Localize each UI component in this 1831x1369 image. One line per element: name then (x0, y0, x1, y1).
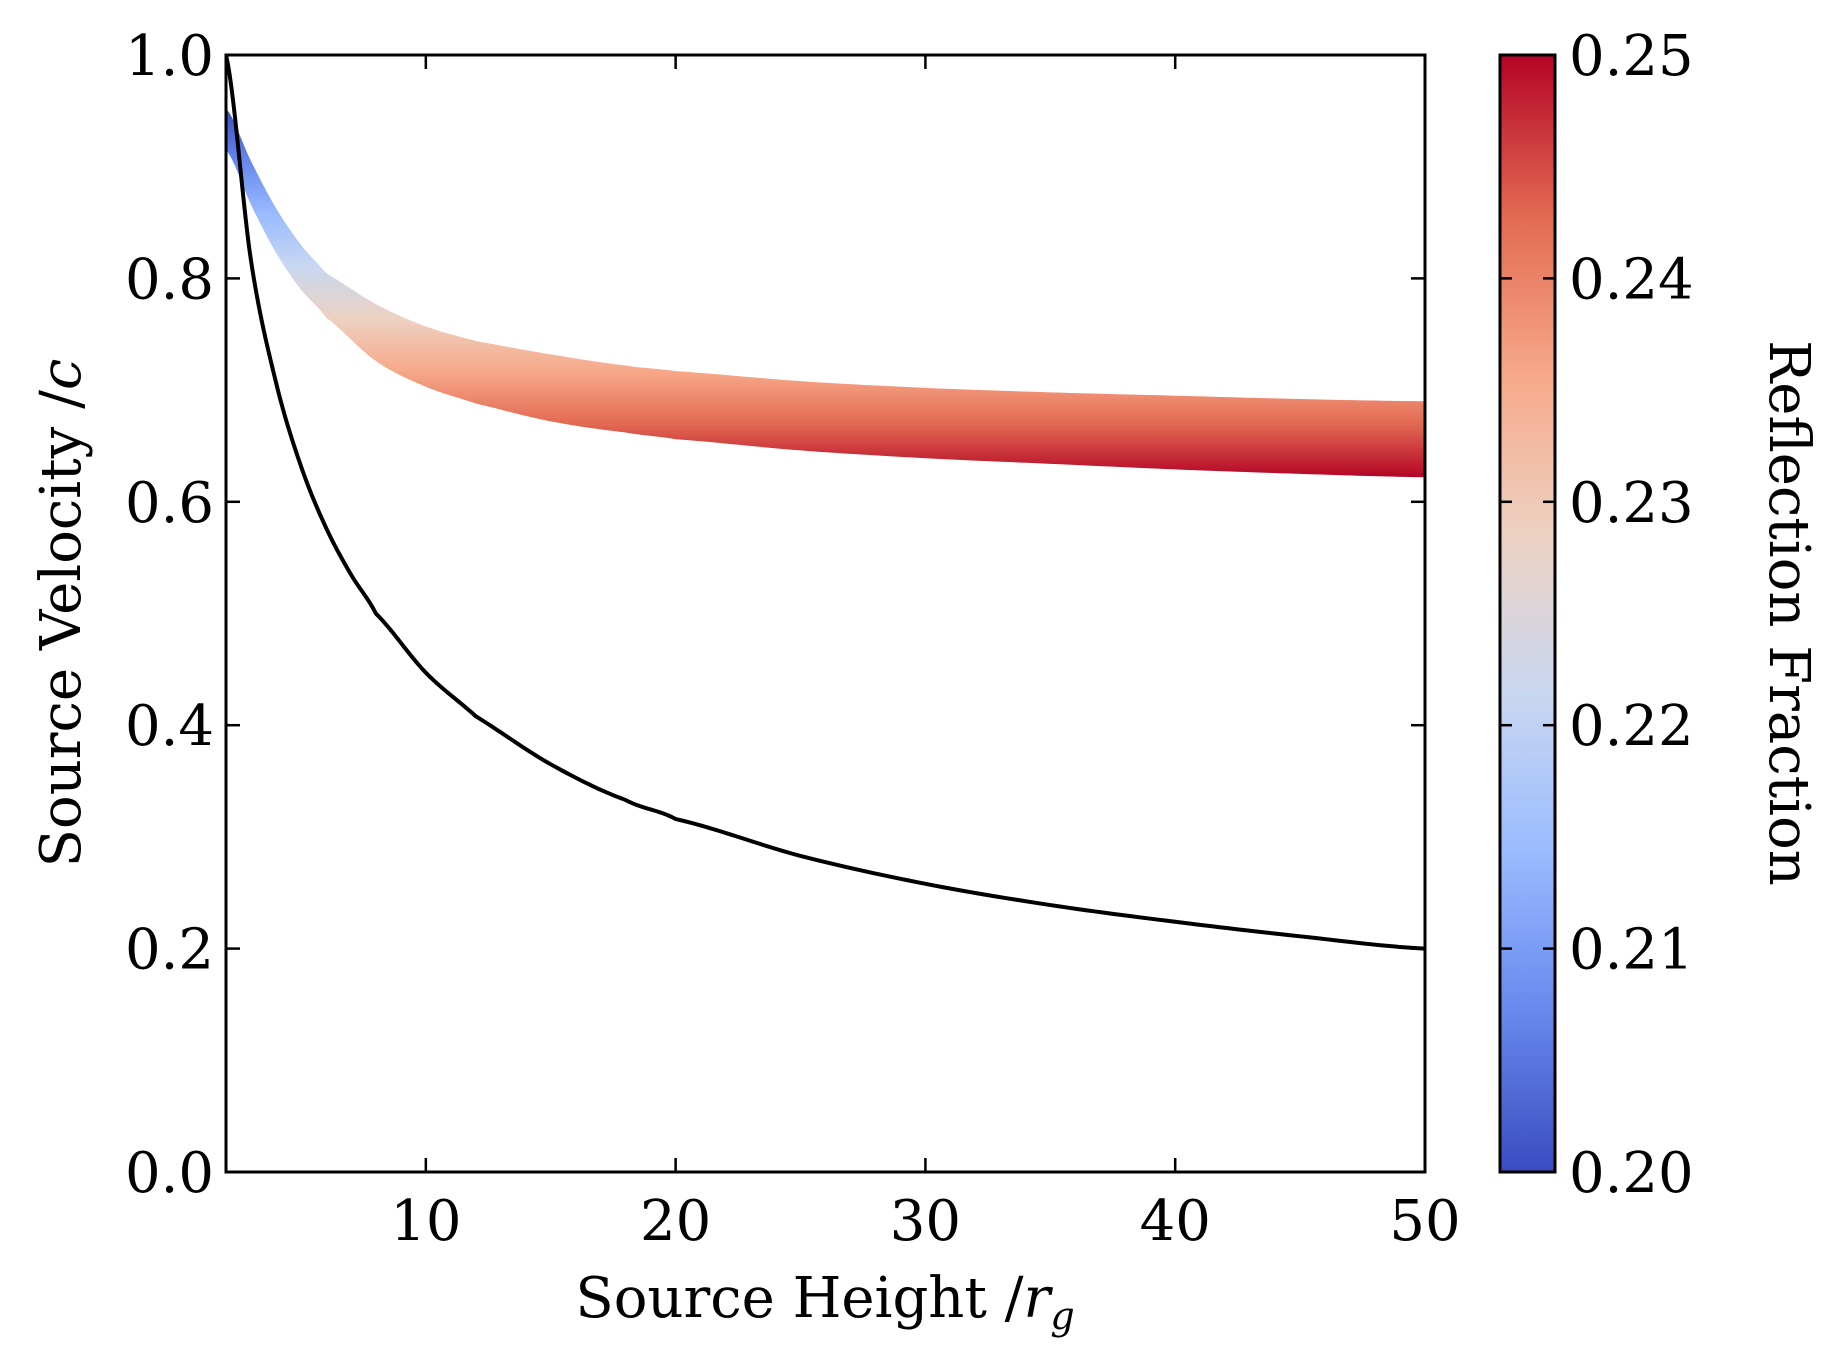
colorbar-tick-label: 0.20 (1569, 1141, 1694, 1206)
y-tick-label: 0.0 (125, 1141, 214, 1206)
x-tick-label: 40 (1140, 1189, 1211, 1254)
y-tick-label: 0.6 (125, 471, 214, 536)
y-tick-label: 0.4 (125, 694, 214, 759)
x-axis-label-subscript: g (1050, 1294, 1074, 1338)
colorbar-tick-label: 0.21 (1569, 918, 1694, 983)
y-tick-label: 0.2 (125, 918, 214, 983)
colorbar-ticks: 0.20 0.21 0.22 0.23 0.24 0.25 (1500, 24, 1694, 1206)
x-tick-label: 20 (640, 1189, 711, 1254)
colorbar-tick-label: 0.23 (1569, 471, 1694, 536)
colorbar: 0.20 0.21 0.22 0.23 0.24 0.25 Reflection Frac… (1498, 24, 1821, 1206)
x-tick-label: 50 (1389, 1189, 1460, 1254)
y-axis-label-variable: c (29, 359, 94, 390)
y-axis-label-text: Source Velocity / (29, 390, 94, 868)
x-axis-label-text: Source Height / (575, 1266, 1023, 1331)
x-axis-ticks: 10 20 30 40 50 (390, 55, 1461, 1254)
y-tick-label: 0.8 (125, 247, 214, 312)
x-tick-label: 30 (890, 1189, 961, 1254)
y-tick-label: 1.0 (125, 24, 214, 89)
reflection-band (226, 108, 1425, 478)
colorbar-label: Reflection Fraction (1756, 340, 1821, 886)
x-axis-label: Source Height /rg (575, 1266, 1074, 1338)
colorbar-tick-label: 0.24 (1569, 247, 1694, 312)
y-axis-ticks: 0.0 0.2 0.4 0.6 0.8 1.0 (125, 24, 1425, 1206)
series-line-black-curve (226, 55, 1425, 951)
colorbar-tick-label: 0.22 (1569, 694, 1694, 759)
colorbar-gradient (1498, 53, 1557, 1174)
y-axis-label: Source Velocity /c (29, 359, 94, 868)
axes-frame (224, 53, 1427, 1174)
x-axis-label-variable: r (1024, 1266, 1054, 1331)
x-tick-label: 10 (390, 1189, 461, 1254)
colorbar-tick-label: 0.25 (1569, 24, 1694, 89)
plot-area: 10 20 30 40 50 0.0 0.2 0.4 0.6 0.8 1.0 (125, 24, 1461, 1254)
